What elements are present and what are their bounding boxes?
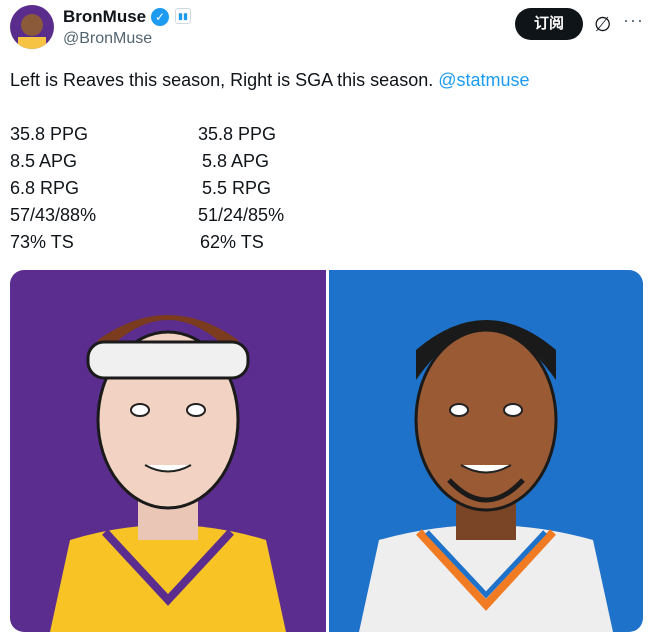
right-stat: 35.8 PPG [198,124,277,144]
author-name[interactable]: BronMuse [63,7,147,26]
right-stat: 5.5 RPG [202,178,272,198]
left-stat: 6.8 RPG [10,178,80,198]
left-stat: 8.5 APG [10,151,78,171]
mention-link[interactable]: @statmuse [438,70,530,90]
tweet-text: Left is Reaves this season, Right is SGA… [10,70,530,91]
avatar[interactable] [10,5,54,49]
more-options-button[interactable]: ··· [623,10,644,30]
verified-badge-icon: ✓ [151,8,169,26]
author-handle[interactable]: @BronMuse [63,30,153,47]
left-stat: 57/43/88% [10,205,97,225]
right-stat: 51/24/85% [198,205,285,225]
left-stat: 73% TS [10,232,74,252]
subscribe-button[interactable]: 订阅 [515,8,583,40]
slash-circle-icon[interactable]: ∅ [594,14,612,36]
reaves-illustration[interactable] [10,270,326,632]
right-stat: 5.8 APG [202,151,270,171]
chart-icon: ▮▮ [175,8,191,24]
left-stat: 35.8 PPG [10,124,89,144]
tweet-body: Left is Reaves this season, Right is SGA… [10,70,439,90]
right-stat: 62% TS [200,232,264,252]
sga-illustration[interactable] [329,270,643,632]
